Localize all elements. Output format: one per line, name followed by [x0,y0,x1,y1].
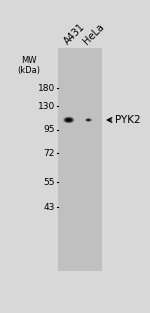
Ellipse shape [87,119,90,121]
Text: 55: 55 [43,178,55,187]
Ellipse shape [67,119,70,121]
Ellipse shape [66,119,71,121]
Ellipse shape [63,116,75,124]
Ellipse shape [65,118,72,122]
Ellipse shape [64,117,73,122]
Text: MW
(kDa): MW (kDa) [17,56,40,75]
Bar [58,49,102,271]
Text: 72: 72 [43,149,55,158]
Text: HeLa: HeLa [81,21,105,46]
Ellipse shape [86,119,91,121]
Text: 43: 43 [43,203,55,212]
Text: A431: A431 [62,21,87,46]
Text: PYK2: PYK2 [115,115,141,125]
Ellipse shape [85,118,92,122]
Text: 180: 180 [38,84,55,93]
Text: 95: 95 [43,125,55,134]
Text: 130: 130 [38,102,55,111]
Ellipse shape [85,118,92,122]
Ellipse shape [63,117,74,123]
Ellipse shape [87,119,90,121]
